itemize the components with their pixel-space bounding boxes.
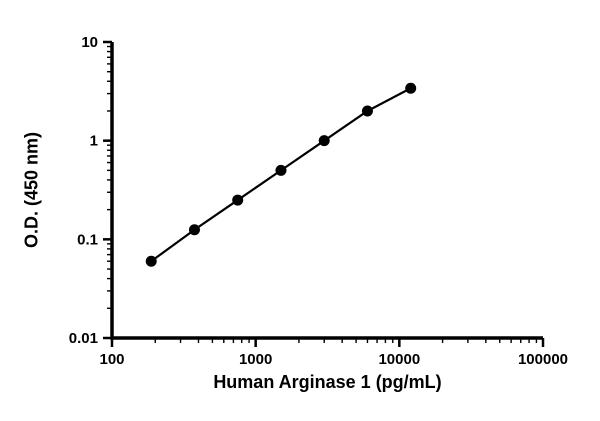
x-axis-title: Human Arginase 1 (pg/mL): [213, 372, 442, 392]
x-tick-label: 100000: [518, 351, 568, 368]
x-tick-label: 10000: [378, 351, 420, 368]
x-tick-label: 1000: [239, 351, 272, 368]
x-tick-label: 100: [99, 351, 124, 368]
data-point-marker: [318, 135, 330, 147]
data-point-marker: [145, 255, 157, 267]
y-tick-label: 10: [81, 34, 98, 51]
y-tick-label: 0.1: [77, 231, 98, 248]
data-point-marker: [361, 105, 373, 117]
data-point-marker: [275, 164, 287, 176]
y-tick-label: 1: [90, 133, 98, 150]
y-tick-label: 0.01: [69, 330, 98, 347]
y-axis-title: O.D. (450 nm): [21, 131, 42, 249]
data-point-marker: [405, 82, 417, 94]
data-point-marker: [232, 194, 244, 206]
data-point-marker: [188, 224, 200, 236]
